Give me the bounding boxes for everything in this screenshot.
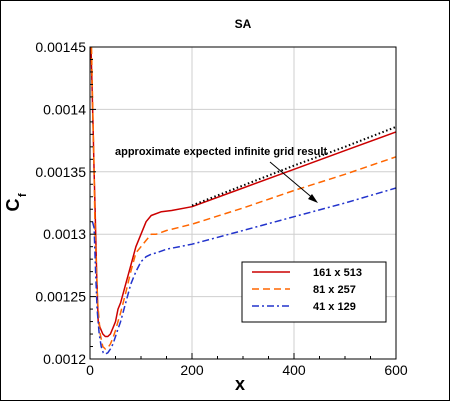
y-tick-label: 0.0014 [43, 101, 86, 117]
x-axis-label: x [235, 374, 245, 394]
legend-label-41x129: 41 x 129 [313, 301, 356, 313]
y-tick-label: 0.00135 [35, 164, 86, 180]
annotation-arrow-line [269, 161, 316, 201]
y-tick-label: 0.0013 [43, 226, 86, 242]
series-line-reference [191, 125, 397, 207]
x-tick-label: 400 [282, 362, 306, 378]
y-axis-label: C [3, 199, 23, 212]
series-layer [90, 46, 397, 355]
series-line-81x257 [90, 46, 397, 350]
ticks: 0 200 400 600 0.0012 0.00125 0.0013 0.00135 0.00… [35, 39, 408, 378]
series-line-41x129 [91, 187, 397, 355]
legend-label-161x513: 161 x 513 [313, 267, 362, 279]
x-tick-label: 600 [384, 362, 408, 378]
y-axis-label-subscript: f [17, 193, 29, 197]
y-tick-label: 0.00125 [35, 289, 86, 305]
x-tick-label: 200 [180, 362, 204, 378]
chart-title: SA [235, 17, 252, 31]
y-tick-label: 0.00145 [35, 39, 86, 55]
x-tick-label: 0 [86, 362, 94, 378]
annotation-text: approximate expected infinite grid resul… [115, 146, 327, 158]
y-tick-label: 0.0012 [43, 351, 86, 367]
annotation-arrowhead [308, 194, 318, 203]
legend: 161 x 513 81 x 257 41 x 129 [241, 261, 387, 323]
y-axis-label-group: C f [3, 193, 29, 212]
legend-label-81x257: 81 x 257 [313, 284, 356, 296]
